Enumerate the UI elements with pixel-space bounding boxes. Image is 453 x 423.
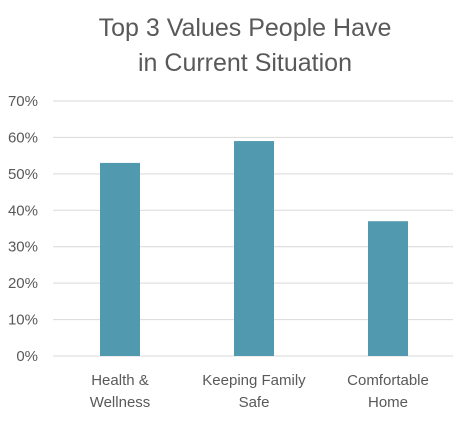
chart-title: Top 3 Values People Have in Current Situ… <box>99 14 392 77</box>
x-category-label: Health & Wellness <box>90 372 151 411</box>
x-category-label-line: Comfortable <box>347 372 429 389</box>
y-tick-label: 20% <box>8 275 38 292</box>
x-category-label-line: Safe <box>239 394 270 411</box>
bars <box>100 141 408 356</box>
y-tick-label: 70% <box>8 93 38 110</box>
y-tick-label: 30% <box>8 239 38 256</box>
x-category-label: Keeping Family Safe <box>202 372 306 411</box>
y-tick-label: 40% <box>8 202 38 219</box>
bar <box>368 221 408 356</box>
y-tick-label: 10% <box>8 312 38 329</box>
x-category-label-line: Home <box>368 394 408 411</box>
x-category-label-line: Wellness <box>90 394 151 411</box>
y-tick-label: 60% <box>8 129 38 146</box>
x-axis-category-labels: Health & Wellness Keeping Family Safe Comfor… <box>90 372 429 411</box>
x-category-label-line: Keeping Family <box>202 372 306 389</box>
chart-title-line-1: Top 3 Values People Have <box>99 14 392 42</box>
bar <box>100 162 140 356</box>
bar <box>234 141 274 356</box>
x-category-label: Comfortable Home <box>347 372 429 411</box>
y-tick-label: 0% <box>16 348 38 365</box>
chart-title-line-2: in Current Situation <box>138 49 352 77</box>
y-tick-label: 50% <box>8 166 38 183</box>
y-axis-tick-labels: 0% 10% 20% 30% 40% 50% 60% 70% <box>8 93 38 365</box>
x-category-label-line: Health & <box>91 372 149 389</box>
